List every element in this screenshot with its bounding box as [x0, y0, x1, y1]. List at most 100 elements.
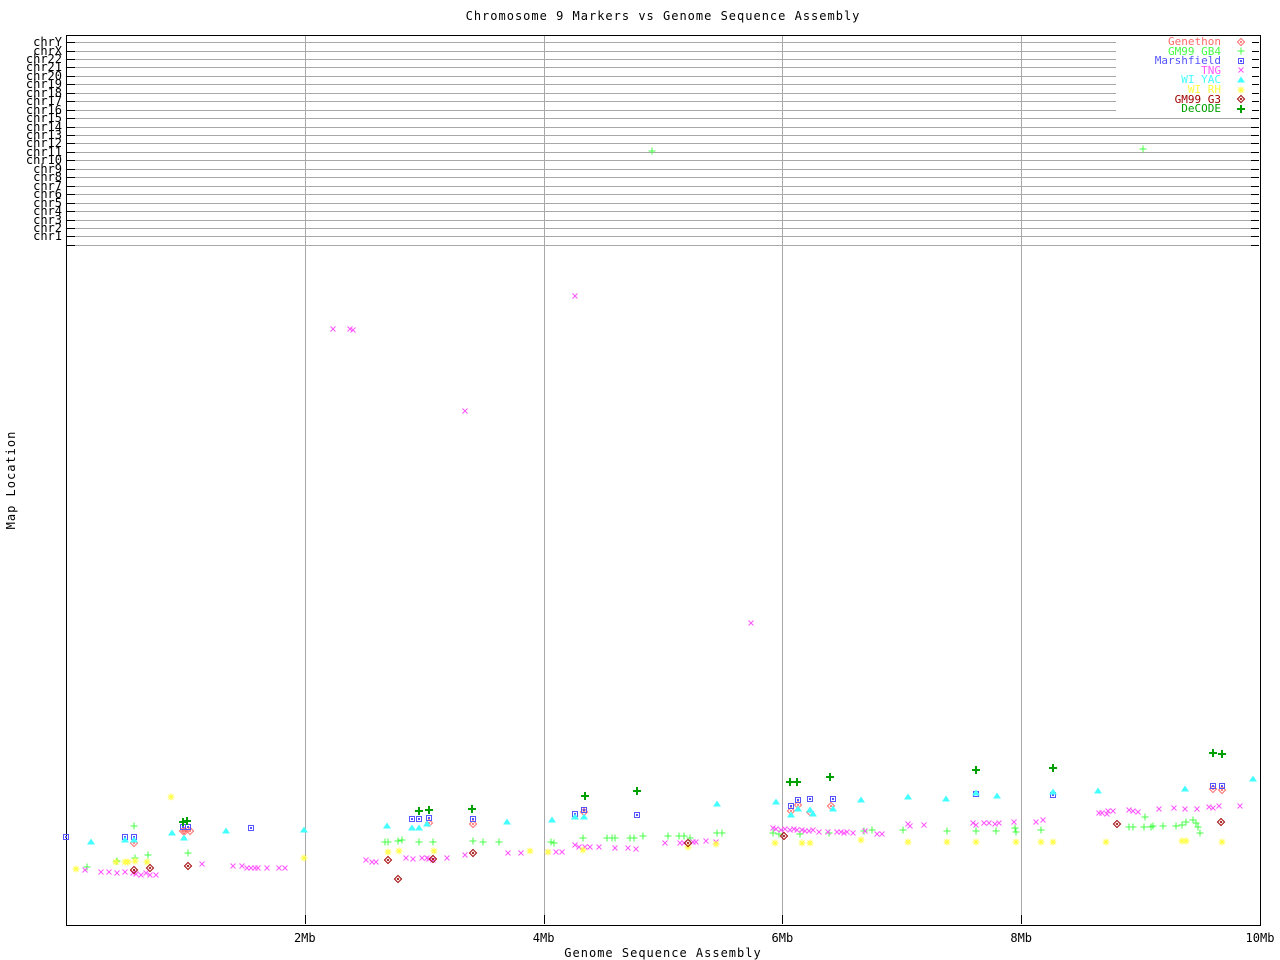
data-point-gm99-gb4 — [1011, 824, 1019, 832]
chromosome-row-line — [68, 202, 1258, 204]
data-point-wi-yac — [857, 796, 866, 803]
data-point-wi-yac — [422, 820, 431, 827]
chromosome-row-label: chr12 — [25, 136, 62, 151]
chromosome-row-label: chr11 — [25, 144, 62, 159]
data-point-wi-yac — [793, 805, 802, 812]
data-point-marshfield — [787, 803, 794, 809]
chromosome-row-label: chr8 — [33, 170, 62, 185]
data-point-marshfield — [248, 825, 255, 831]
data-point-wi-rh — [857, 836, 865, 844]
data-point-decode — [632, 787, 641, 795]
data-point-gm99-gb4 — [184, 849, 192, 857]
data-point-gm99-gb4 — [769, 829, 777, 837]
chromosome-row-label: chr15 — [25, 111, 62, 126]
y-tick-left — [67, 109, 75, 111]
legend-label: WI YAC — [1181, 73, 1221, 87]
x-tick — [543, 915, 545, 924]
y-tick-right — [1251, 84, 1259, 86]
data-point-wi-yac — [415, 824, 424, 831]
data-point-gm99-gb4 — [1182, 818, 1190, 826]
chromosome-row-line — [68, 177, 1258, 179]
data-point-marshfield — [425, 815, 432, 821]
data-point-gm99-gb4 — [130, 822, 138, 830]
data-point-wi-yac — [1093, 787, 1102, 794]
x-axis-label: Genome Sequence Assembly — [564, 946, 762, 960]
data-point-gm99-gb4 — [626, 834, 634, 842]
x-tick — [1021, 915, 1023, 924]
y-tick-left — [67, 185, 75, 187]
y-tick-left — [67, 126, 75, 128]
y-tick-right — [1251, 135, 1259, 136]
data-point-marshfield — [409, 816, 416, 822]
data-point-marshfield — [806, 796, 813, 802]
data-point-gm99-gb4 — [381, 838, 389, 846]
y-tick-left — [67, 67, 75, 69]
chromosome-row-line — [68, 160, 1258, 162]
legend-symbol-star-icon — [1230, 85, 1252, 94]
data-point-gm99-gb4 — [384, 838, 392, 846]
data-point-wi-rh — [771, 839, 779, 847]
data-point-gm99-gb4 — [899, 826, 907, 834]
chromosome-row-line — [68, 151, 1258, 153]
data-point-wi-yac — [570, 813, 579, 820]
data-point-gm99-gb4 — [972, 827, 980, 835]
data-point-gm99-gb4 — [1194, 823, 1202, 831]
data-point-gm99-gb4 — [611, 834, 619, 842]
data-point-wi-yac — [580, 813, 589, 820]
x-gridline — [782, 36, 784, 924]
x-icon — [1236, 65, 1246, 76]
y-tick-right — [1251, 194, 1259, 196]
plusbold-icon — [1237, 104, 1245, 113]
data-point-gm99-gb4 — [1125, 823, 1133, 831]
data-point-gm99-gb4 — [495, 838, 503, 846]
y-tick-right — [1251, 244, 1259, 246]
diamond-icon — [1236, 37, 1246, 47]
data-point-wi-yac — [941, 795, 950, 802]
y-tick-left — [67, 236, 75, 238]
y-tick-left — [67, 58, 75, 60]
data-point-gm99-gb4 — [992, 827, 1000, 835]
y-tick-right — [1251, 126, 1259, 128]
legend-item: Marshfield — [1116, 55, 1252, 66]
data-point-wi-rh — [131, 857, 139, 865]
y-tick-left — [67, 118, 75, 120]
chromosome-row-line — [68, 92, 1258, 94]
legend-symbol-diamond-icon — [1230, 37, 1252, 47]
data-point-wi-rh — [384, 848, 392, 856]
plus-icon — [1237, 47, 1245, 55]
data-point-gm99-gb4 — [1172, 822, 1180, 830]
data-point-wi-rh — [544, 848, 552, 856]
data-point-marshfield — [63, 834, 69, 840]
data-point-decode — [1049, 764, 1058, 772]
data-point-wi-rh — [112, 858, 120, 866]
legend-symbol-square-icon — [1230, 56, 1252, 65]
chromosome-row-label: chr3 — [33, 212, 62, 227]
chromosome-row-label: chr13 — [25, 128, 62, 142]
data-point-wi-yac — [1049, 788, 1058, 795]
chromosome-row-line — [68, 227, 1258, 229]
data-point-gm99-gb4 — [1129, 823, 1137, 831]
chromosome-row-line — [68, 75, 1258, 77]
y-tick-left — [67, 50, 75, 52]
y-tick-right — [1251, 168, 1259, 170]
chromosome-row-line — [68, 211, 1258, 212]
legend-symbol-x-icon — [1230, 65, 1252, 76]
data-point-decode — [1217, 750, 1226, 758]
legend-label: TNG — [1201, 63, 1221, 77]
data-point-wi-yac — [120, 836, 129, 843]
data-point-marshfield — [581, 807, 588, 813]
data-point-wi-yac — [87, 838, 96, 845]
data-point-wi-rh — [904, 838, 912, 846]
data-point-marshfield — [829, 796, 836, 802]
legend: Genethon GM99 GB4 Marshfield TNG WI YAC WI RH… — [1116, 36, 1252, 114]
data-point-marshfield — [470, 816, 477, 822]
chromosome-row-label: chr5 — [33, 195, 62, 210]
data-point-wi-yac — [502, 818, 511, 825]
y-tick-left — [67, 194, 75, 196]
chart-title: Chromosome 9 Markers vs Genome Sequence … — [465, 9, 861, 23]
data-point-gm99-gb4 — [1178, 821, 1186, 829]
y-tick-right — [1251, 143, 1259, 145]
legend-symbol-plus-icon — [1230, 47, 1252, 56]
chromosome-row-label: chr9 — [33, 161, 62, 176]
